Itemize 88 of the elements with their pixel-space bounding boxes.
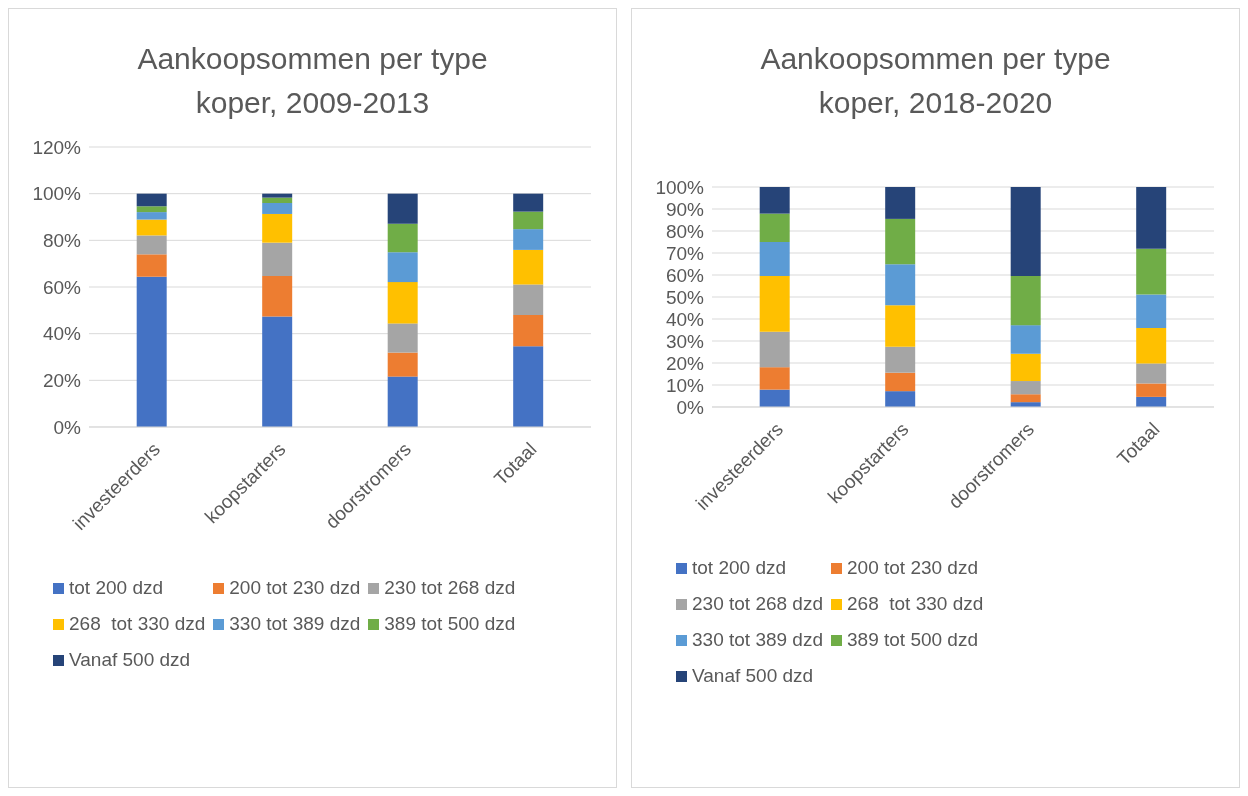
bar <box>262 197 293 203</box>
legend-label: 330 tot 389 dzd <box>229 613 361 635</box>
bar <box>1136 328 1167 364</box>
bar <box>387 323 418 353</box>
bar <box>1010 187 1041 276</box>
legend-label: Vanaf 500 dzd <box>692 665 814 687</box>
y-tick-label: 60% <box>42 276 82 298</box>
bar <box>513 211 544 230</box>
y-tick-label: 120% <box>32 136 82 158</box>
bar <box>136 212 167 220</box>
bar <box>262 213 293 243</box>
legend-label: tot 200 dzd <box>69 577 164 599</box>
bar <box>136 206 167 213</box>
legend-label: Vanaf 500 dzd <box>69 649 191 671</box>
legend-label: 330 tot 389 dzd <box>692 629 823 651</box>
bar <box>513 229 544 250</box>
bar <box>513 249 544 285</box>
bar <box>387 193 418 224</box>
bar <box>1010 275 1041 326</box>
bar <box>1136 294 1167 329</box>
y-tick-label: 100% <box>32 183 82 205</box>
legend-label: tot 200 dzd <box>692 557 787 579</box>
bar <box>1136 248 1167 295</box>
y-tick-label: 0% <box>53 416 82 438</box>
legend-label: 200 tot 230 dzd <box>847 557 978 579</box>
bar <box>759 389 790 407</box>
bar <box>1010 325 1041 354</box>
bar <box>262 203 293 214</box>
bar <box>387 376 418 427</box>
y-tick-label: 10% <box>665 374 705 396</box>
bar <box>759 331 790 368</box>
bar <box>136 235 167 255</box>
bar <box>262 242 293 277</box>
chart-title: Aankoopsommen per type koper, 2018-2020 <box>759 41 1112 121</box>
bar <box>759 242 790 277</box>
y-tick-label: 0% <box>676 396 705 418</box>
y-tick-label: 30% <box>665 330 705 352</box>
legend-label: 389 tot 500 dzd <box>847 629 978 651</box>
bar <box>1136 383 1167 397</box>
bar <box>387 223 418 253</box>
y-tick-label: 20% <box>665 352 705 374</box>
bar <box>1136 363 1167 384</box>
y-tick-label: 40% <box>665 308 705 330</box>
bar <box>759 213 790 242</box>
bar <box>513 284 544 315</box>
legend-label: 230 tot 268 dzd <box>384 577 516 599</box>
chart-title: Aankoopsommen per type koper, 2009-2013 <box>136 41 489 121</box>
bar <box>885 391 916 407</box>
legend-label: 200 tot 230 dzd <box>229 577 361 599</box>
bar <box>759 367 790 390</box>
bar <box>136 276 167 427</box>
y-tick-label: 80% <box>665 220 705 242</box>
bar <box>885 372 916 392</box>
legend-label: 268 tot 330 dzd <box>69 613 206 635</box>
y-tick-label: 40% <box>42 323 82 345</box>
legend-label: 268 tot 330 dzd <box>847 593 984 615</box>
y-tick-label: 80% <box>42 230 82 252</box>
bar <box>885 346 916 373</box>
legend-label: 389 tot 500 dzd <box>384 613 516 635</box>
bar <box>136 219 167 236</box>
bar <box>1136 187 1167 249</box>
bar <box>387 282 418 324</box>
y-tick-label: 90% <box>665 198 705 220</box>
bar <box>885 218 916 265</box>
legend-label: 230 tot 268 dzd <box>692 593 823 615</box>
bar <box>262 193 293 198</box>
bar <box>262 276 293 317</box>
bar <box>1010 394 1041 403</box>
bar <box>136 254 167 277</box>
bar <box>513 193 544 212</box>
bar <box>387 352 418 377</box>
bar <box>513 315 544 347</box>
bar <box>136 193 167 207</box>
y-tick-label: 50% <box>665 286 705 308</box>
y-tick-label: 20% <box>42 370 82 392</box>
bar <box>262 316 293 427</box>
bar <box>387 252 418 283</box>
bar <box>885 264 916 306</box>
bar <box>759 276 790 332</box>
bar <box>759 187 790 214</box>
bar <box>1010 381 1041 395</box>
bar <box>513 346 544 427</box>
y-tick-label: 60% <box>665 264 705 286</box>
y-tick-label: 100% <box>655 176 705 198</box>
bar <box>885 187 916 219</box>
y-tick-label: 70% <box>665 242 705 264</box>
bar <box>1010 353 1041 382</box>
bar <box>885 305 916 347</box>
